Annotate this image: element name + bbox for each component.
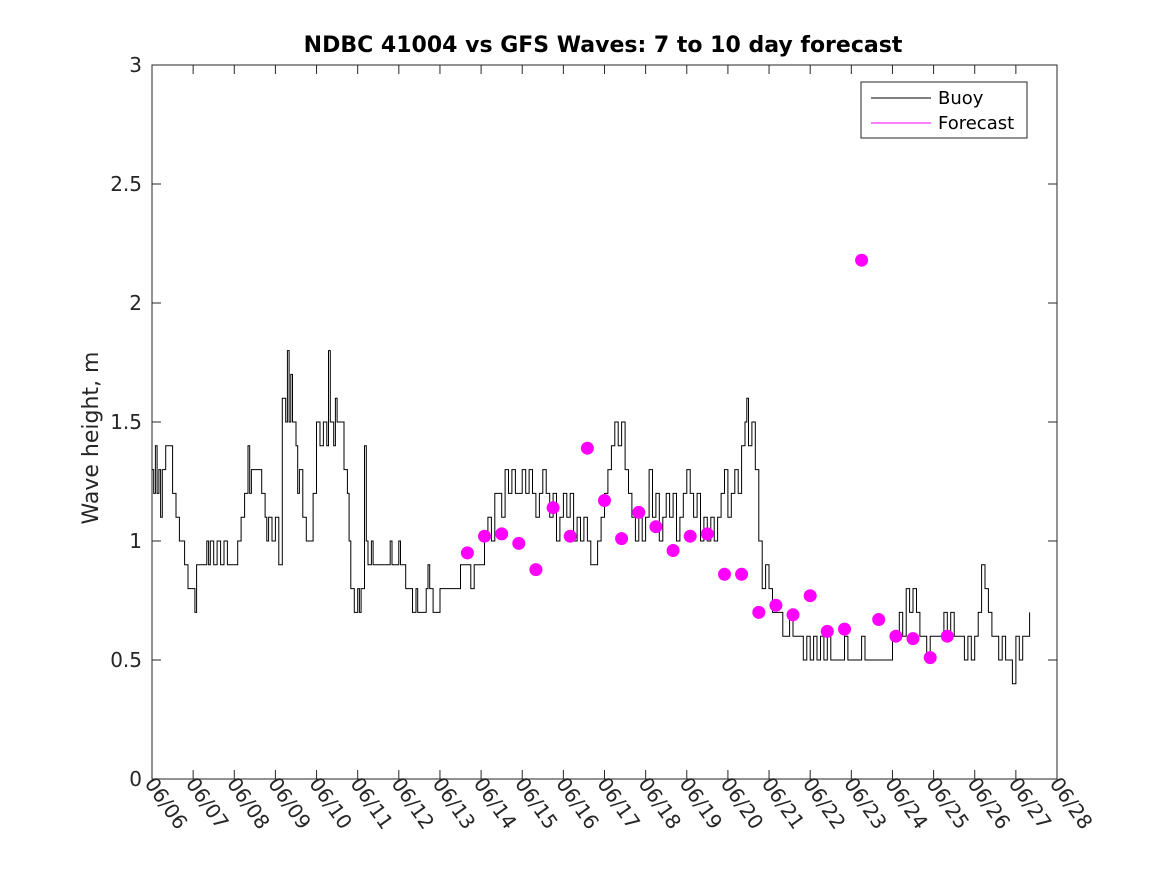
legend-box — [860, 81, 1028, 139]
forecast-point — [752, 605, 766, 619]
legend-label: Buoy — [938, 88, 984, 109]
forecast-point — [512, 536, 526, 550]
legend-label: Forecast — [938, 113, 1014, 134]
y-tick-label: 2.5 — [110, 172, 142, 196]
y-tick-label: 1 — [129, 529, 142, 553]
y-tick-label: 0.5 — [110, 648, 142, 672]
y-tick-label: 1.5 — [110, 410, 142, 434]
forecast-point — [700, 527, 714, 541]
y-tick-label: 0 — [129, 767, 142, 791]
y-axis-label: Wave height, m — [79, 352, 104, 525]
forecast-point — [495, 527, 509, 541]
forecast-point — [683, 529, 697, 543]
buoy-series-line — [152, 350, 1031, 685]
chart-title: NDBC 41004 vs GFS Waves: 7 to 10 day for… — [304, 33, 903, 58]
forecast-point — [546, 501, 560, 515]
forecast-point — [803, 589, 817, 603]
legend: Buoy Forecast — [860, 81, 1028, 139]
forecast-point — [666, 544, 680, 557]
forecast-point — [906, 632, 920, 646]
forecast-point — [923, 651, 937, 665]
forecast-point — [649, 520, 663, 534]
forecast-point — [769, 598, 783, 612]
forecast-point — [872, 613, 886, 626]
forecast-point — [786, 608, 800, 622]
forecast-point — [855, 253, 869, 267]
forecast-point — [735, 567, 749, 581]
forecast-point — [632, 505, 646, 519]
forecast-point — [718, 567, 731, 581]
y-tick-label: 2 — [129, 291, 142, 315]
forecast-point — [940, 629, 954, 643]
forecast-point — [889, 629, 903, 643]
forecast-point — [529, 563, 543, 577]
y-tick-label: 3 — [129, 53, 142, 77]
forecast-point — [460, 546, 474, 560]
forecast-point — [563, 529, 577, 543]
forecast-point — [598, 494, 611, 507]
forecast-point — [478, 529, 491, 543]
forecast-point — [615, 532, 629, 546]
forecast-point — [838, 622, 851, 636]
forecast-point — [580, 441, 594, 455]
forecast-point — [820, 624, 834, 638]
